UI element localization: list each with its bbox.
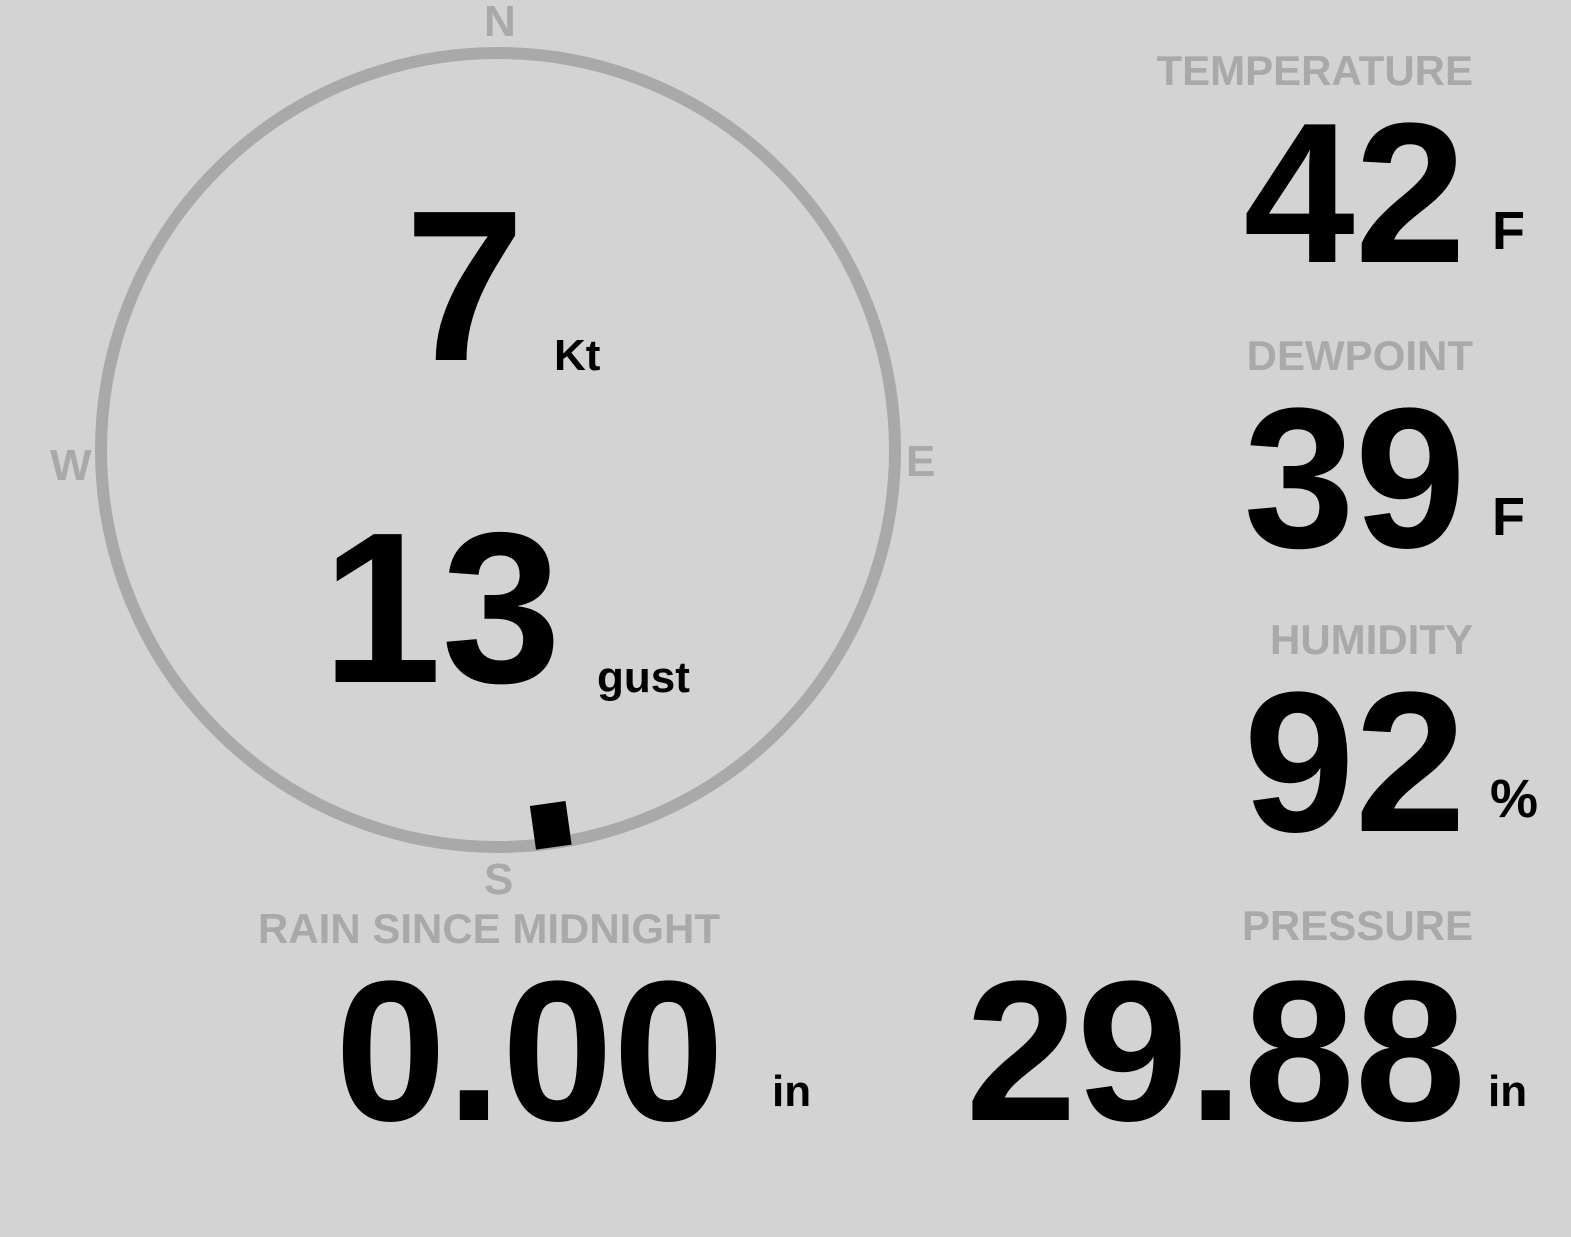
dewpoint-card: DEWPOINT bbox=[1247, 335, 1473, 377]
compass-north-label: N bbox=[484, 0, 516, 46]
temperature-unit: F bbox=[1492, 201, 1525, 261]
wind-speed-unit: Kt bbox=[554, 331, 601, 380]
wind-speed-value: 7 bbox=[405, 165, 525, 406]
temperature-card: TEMPERATURE bbox=[1156, 50, 1473, 92]
temperature-label: TEMPERATURE bbox=[1156, 47, 1473, 94]
pressure-card: PRESSURE bbox=[1242, 905, 1473, 947]
compass-ring bbox=[95, 47, 901, 853]
pressure-label: PRESSURE bbox=[1241, 902, 1473, 949]
compass-east-label: E bbox=[906, 437, 936, 486]
humidity-card: HUMIDITY bbox=[1270, 619, 1473, 661]
dewpoint-value: 39 bbox=[1243, 367, 1466, 590]
rain-label: RAIN SINCE MIDNIGHT bbox=[258, 905, 720, 952]
rain-value: 0.00 bbox=[335, 940, 725, 1163]
humidity-value: 92 bbox=[1243, 651, 1466, 874]
compass-west-label: W bbox=[50, 441, 92, 490]
humidity-unit: % bbox=[1490, 769, 1539, 829]
humidity-label: HUMIDITY bbox=[1270, 616, 1473, 663]
wind-direction-marker bbox=[529, 801, 572, 850]
wind-gust-unit: gust bbox=[597, 653, 690, 702]
dewpoint-label: DEWPOINT bbox=[1246, 332, 1473, 379]
pressure-unit: in bbox=[1488, 1067, 1528, 1116]
compass-south-label: S bbox=[484, 855, 514, 904]
temperature-value: 42 bbox=[1243, 82, 1466, 305]
wind-gust-value: 13 bbox=[322, 487, 562, 728]
pressure-value: 29.88 bbox=[965, 940, 1467, 1163]
rain-unit: in bbox=[772, 1067, 812, 1116]
wind-compass bbox=[95, 47, 901, 853]
dewpoint-unit: F bbox=[1492, 487, 1525, 547]
